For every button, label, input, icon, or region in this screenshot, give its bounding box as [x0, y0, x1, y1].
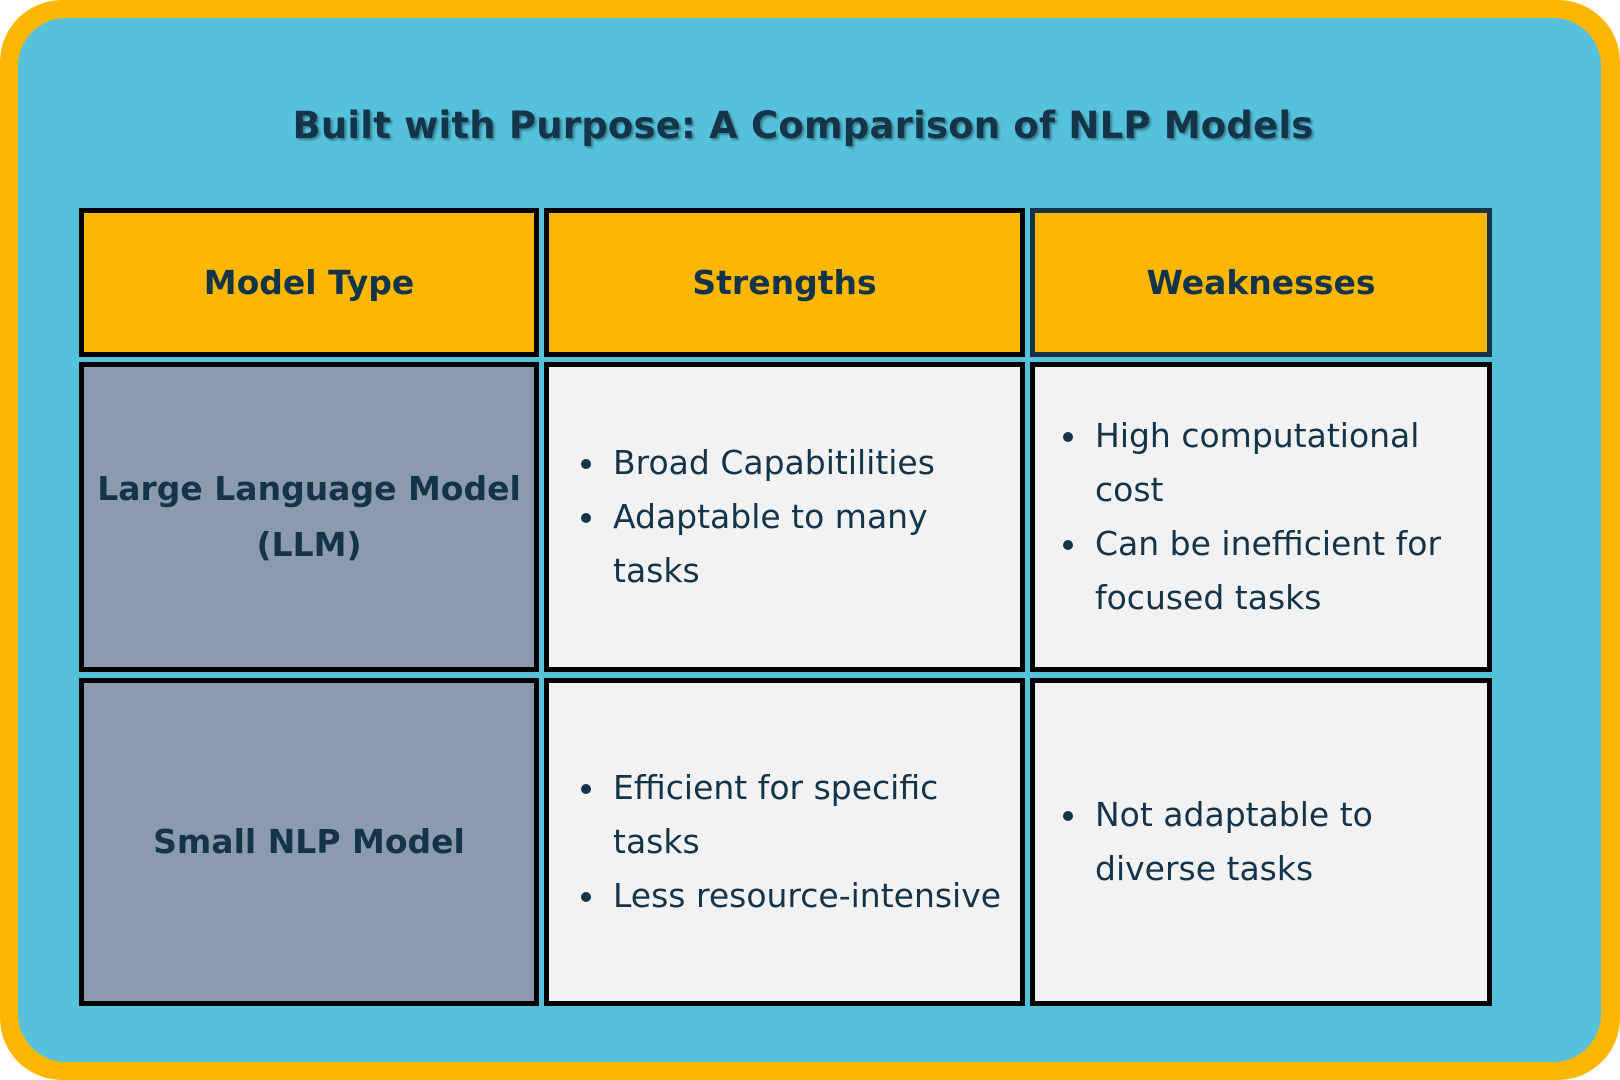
page-title: Built with Purpose: A Comparison of NLP … — [292, 104, 1314, 147]
header-strengths: Strengths — [544, 208, 1025, 357]
list-item: Efficient for specific tasks — [581, 761, 1020, 869]
header-weaknesses: Weaknesses — [1030, 208, 1492, 357]
bullet-list: High computational cost Can be inefficie… — [1035, 409, 1487, 625]
bullet-list: Efficient for specific tasks Less resour… — [549, 761, 1020, 923]
list-item: Broad Capabitilities — [581, 436, 1020, 490]
row-header-line: (LLM) — [256, 525, 362, 564]
cell-llm-weaknesses: High computational cost Can be inefficie… — [1030, 362, 1492, 672]
list-item: Less resource-intensive — [581, 869, 1020, 923]
row-header-small-nlp: Small NLP Model — [79, 678, 539, 1006]
list-item: Can be inefficient for focused tasks — [1063, 517, 1467, 625]
bullet-list: Broad Capabitilities Adaptable to many t… — [549, 436, 1020, 598]
bullet-list: Not adaptable to diverse tasks — [1035, 788, 1487, 896]
row-header-llm: Large Language Model (LLM) — [79, 362, 539, 672]
cell-small-weaknesses: Not adaptable to diverse tasks — [1030, 678, 1492, 1006]
row-header-line: Small NLP Model — [153, 822, 465, 861]
row-header-line: Large Language Model — [97, 469, 521, 508]
header-model-type: Model Type — [79, 208, 539, 357]
list-item: Adaptable to many tasks — [581, 490, 1020, 598]
cell-llm-strengths: Broad Capabitilities Adaptable to many t… — [544, 362, 1025, 672]
cell-small-strengths: Efficient for specific tasks Less resour… — [544, 678, 1025, 1006]
list-item: High computational cost — [1063, 409, 1467, 517]
list-item: Not adaptable to diverse tasks — [1063, 788, 1467, 896]
